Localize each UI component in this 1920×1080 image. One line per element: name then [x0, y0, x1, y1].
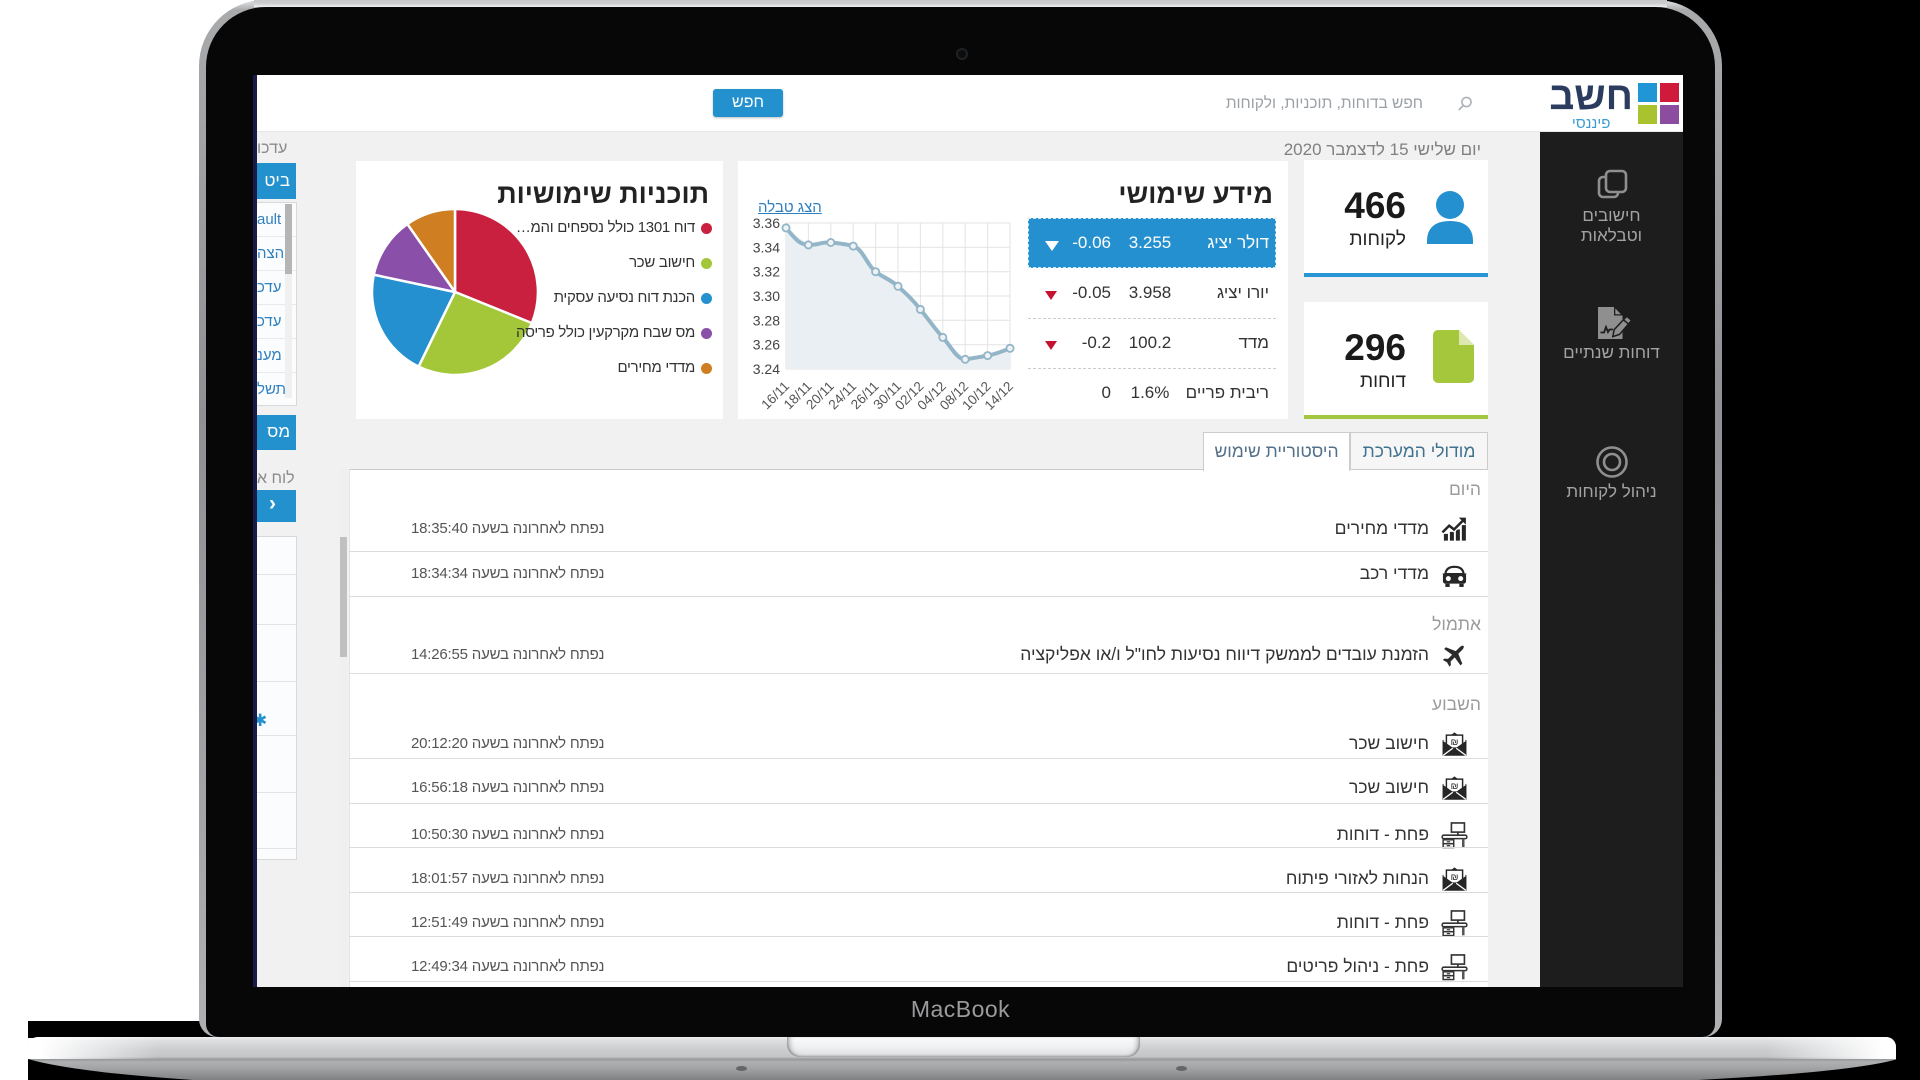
svg-text:3.36: 3.36: [753, 215, 780, 231]
svg-text:3.28: 3.28: [753, 312, 780, 328]
svg-text:3.30: 3.30: [753, 288, 780, 304]
svg-text:3.32: 3.32: [753, 264, 780, 280]
svg-text:3.24: 3.24: [753, 361, 780, 377]
svg-text:3.26: 3.26: [753, 337, 780, 353]
svg-text:3.34: 3.34: [753, 239, 780, 255]
